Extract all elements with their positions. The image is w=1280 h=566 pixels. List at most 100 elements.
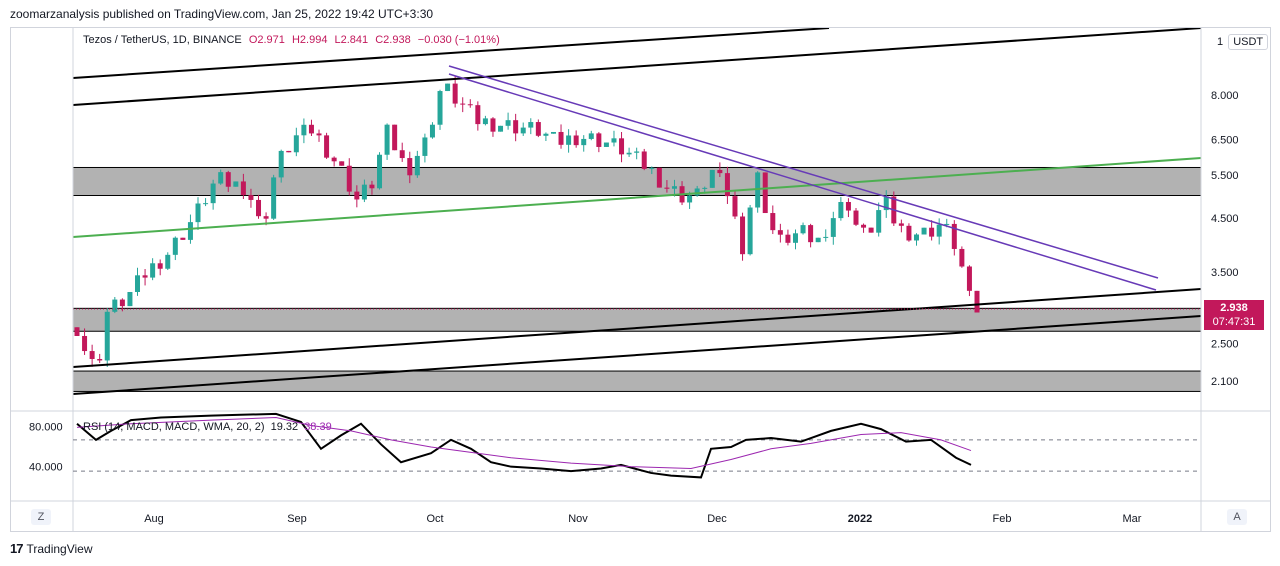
candle-body [868,227,874,233]
price-tick-label: 4.500 [1211,213,1239,225]
tradingview-logo-icon: 17 [10,541,24,556]
candle-body [717,169,723,174]
candle-body [528,122,534,128]
candle-body [913,234,919,241]
candle-body [792,233,798,243]
candle-body [596,133,602,147]
candle-body [966,266,972,291]
candle-body [301,124,307,136]
candle-body [861,224,867,228]
candle-body [777,230,783,235]
candle-body [770,213,776,231]
close-value: C2.938 [375,34,411,46]
candle-body [172,237,178,255]
candle-body [399,150,405,159]
candle-body [203,203,209,205]
currency-button[interactable]: USDT [1228,34,1269,50]
candle-body [573,135,579,146]
rsi-level-label: 80.000 [29,421,63,433]
publish-header: zoomarzanalysis published on TradingView… [10,7,434,21]
candle-body [845,202,851,211]
candle-body [603,142,609,147]
candle-body [520,127,526,134]
trendline-upper-channel [72,27,1202,106]
low-value: L2.841 [334,34,369,46]
price-tick-label: 8.000 [1211,90,1239,102]
candle-body [876,210,882,233]
candle-body [240,181,246,196]
candle-body [119,299,125,307]
candle-body [414,155,420,176]
rsi-level-label: 40.000 [29,462,63,474]
trendline-green [72,157,1202,238]
trendline-purple-1 [448,65,1159,279]
change-value: −0.030 (−1.01%) [417,34,500,46]
candle-body [316,133,322,136]
candle-body [308,124,314,134]
candle-body [883,196,889,211]
candle-body [498,125,504,132]
candle-body [369,184,375,189]
candle-body [142,275,148,278]
candle-body [550,131,556,134]
candle-body [165,254,171,269]
candle-body [671,186,677,189]
time-tick-label: 2022 [848,513,872,525]
candle-body [361,184,367,200]
open-value: O2.971 [248,34,285,46]
candle-body [921,227,927,235]
tradingview-footer[interactable]: 17 TradingView [10,541,93,556]
candle-body [475,105,481,125]
candle-body [974,290,980,313]
candle-body [732,196,738,217]
candle-body [482,118,488,125]
chart-legend: Tezos / TetherUS, 1D, BINANCE O2.971 H2.… [83,34,500,46]
candlestick-chart[interactable]: 8.000 6.500 5.500 4.500 3.500 2.500 2.100 80.0… [11,27,1270,531]
candle-body [180,237,186,240]
candle-body [127,291,133,307]
auto-scale-button[interactable]: A [1227,509,1247,525]
zoom-button[interactable]: Z [31,509,51,525]
trendline-upper-channel-top [72,27,830,79]
rsi-signal-line [76,416,972,469]
time-tick-label: Aug [144,513,164,525]
candle-body [702,187,708,189]
candle-body [286,150,292,153]
rsi-signal-value: 38.39 [304,421,332,433]
candle-body [823,236,829,238]
candle-body [944,223,950,225]
candle-body [634,151,640,153]
candle-body [422,137,428,156]
candle-body [384,124,390,155]
rsi-legend: RSI (14, MACD, MACD, WMA, 20, 2) 19.32 3… [83,421,332,433]
trendline-lower-channel [72,315,1202,395]
candle-body [195,203,201,223]
candle-body [853,210,859,225]
footer-brand: TradingView [26,541,93,556]
candle-body [263,216,269,219]
candle-body [437,91,443,125]
candle-body [838,202,844,219]
price-tick-label: 6.500 [1211,134,1239,146]
candle-body [626,152,632,155]
price-scale-top-label: 1 [1217,36,1224,48]
candle-body [785,234,791,243]
candle-body [97,358,103,361]
price-tick-label: 3.500 [1211,267,1239,279]
price-scale-top: 1 USDT [1217,34,1269,50]
candle-body [467,104,473,106]
candle-body [150,263,156,278]
candle-body [898,223,904,226]
candle-body [331,157,337,162]
candle-body [762,172,768,214]
candle-body [929,227,935,237]
candle-body [354,191,360,200]
symbol-label: Tezos / TetherUS, 1D, BINANCE [83,34,242,46]
time-tick-label: Dec [707,513,727,525]
price-tick-label: 5.500 [1211,170,1239,182]
candle-body [543,133,549,136]
candle-body [906,225,912,241]
candle-body [233,181,239,187]
candle-body [445,83,451,92]
candle-body [709,169,715,188]
